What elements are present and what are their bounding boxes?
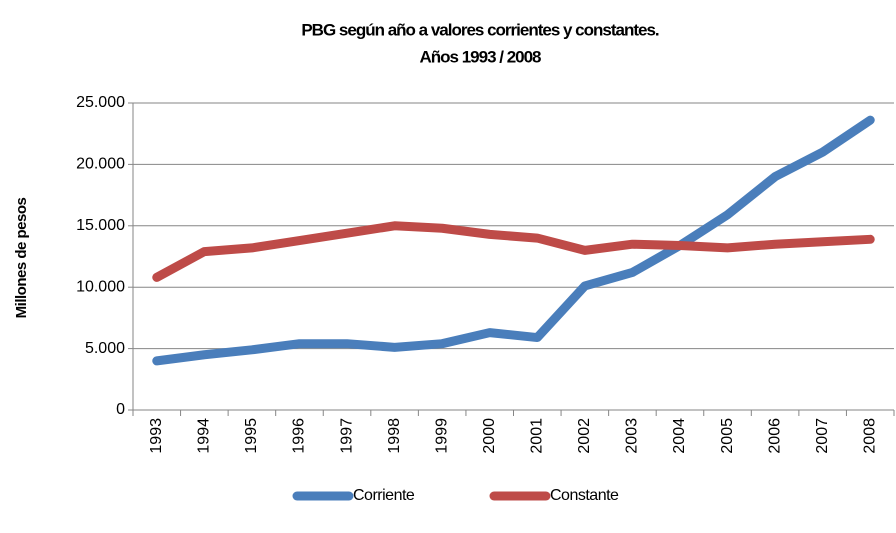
x-tick-label: 2005 <box>719 418 736 454</box>
x-tick-label: 1997 <box>338 418 355 454</box>
x-tick-label: 2003 <box>624 418 641 454</box>
y-tick-label: 0 <box>116 401 125 418</box>
x-tick-label: 2008 <box>861 418 878 454</box>
x-tick-label: 1999 <box>433 418 450 454</box>
series-line <box>152 115 875 366</box>
x-tick-label: 1998 <box>386 418 403 454</box>
x-tick-label: 1995 <box>243 418 260 454</box>
x-tick-label: 1993 <box>148 418 165 454</box>
y-tick-label: 25.000 <box>76 94 125 111</box>
y-tick-label: 15.000 <box>76 217 125 234</box>
y-tick-label: 10.000 <box>76 278 125 295</box>
x-tick-label: 2001 <box>529 418 546 454</box>
series-line <box>152 221 875 282</box>
x-tick-label: 1996 <box>291 418 308 454</box>
legend-label: Constante <box>550 487 619 504</box>
x-tick-label: 1994 <box>196 418 213 454</box>
x-tick-label: 2004 <box>671 418 688 454</box>
y-tick-label: 5.000 <box>85 340 125 357</box>
legend-label: Corriente <box>353 487 415 504</box>
y-axis-label: Millones de pesos <box>13 197 30 318</box>
chart-title: PBG según año a valores corrientes y con… <box>301 20 659 39</box>
x-tick-label: 2006 <box>766 418 783 454</box>
x-tick-label: 2007 <box>814 418 831 454</box>
x-tick-label: 2002 <box>576 418 593 454</box>
y-tick-label: 20.000 <box>76 156 125 173</box>
x-tick-label: 2000 <box>481 418 498 454</box>
chart-subtitle: Años 1993 / 2008 <box>419 47 541 66</box>
